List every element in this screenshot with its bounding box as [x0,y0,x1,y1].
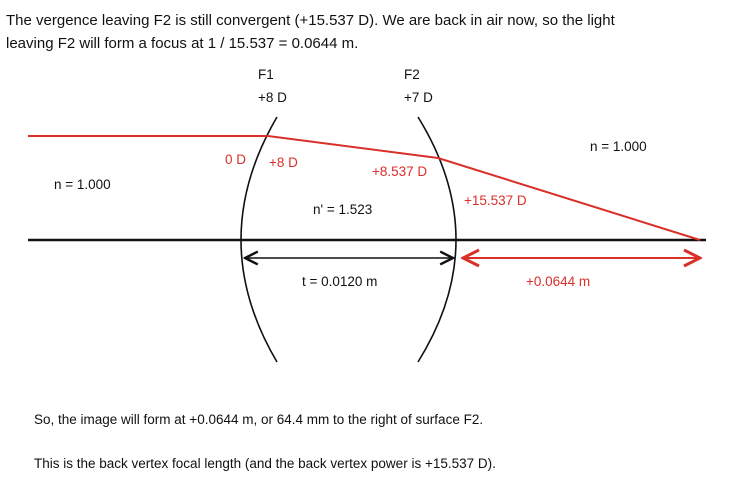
index-left: n = 1.000 [54,177,111,192]
conclusion-line-1: So, the image will form at +0.0644 m, or… [34,412,484,427]
vergence-incident: 0 D [225,152,247,167]
f2-label: F2 [404,67,420,82]
surface-f1-curve [240,116,278,363]
f1-label: F1 [258,67,274,82]
conclusion-line-2: This is the back vertex focal length (an… [34,456,496,471]
intro-line-1: The vergence leaving F2 is still converg… [6,12,615,29]
f2-power: +7 D [404,90,433,105]
index-right: n = 1.000 [590,139,647,154]
surface-f2-curve [417,116,457,363]
f1-power: +8 D [258,90,287,105]
light-ray [28,135,701,241]
vergence-after-f2: +15.537 D [464,193,527,208]
intro-line-2: leaving F2 will form a focus at 1 / 15.5… [6,35,359,52]
index-lens: n' = 1.523 [313,202,373,217]
vergence-at-f2: +8.537 D [372,164,428,179]
thickness-label: t = 0.0120 m [302,274,378,289]
vergence-after-f1: +8 D [269,155,298,170]
back-vertex-distance-label: +0.0644 m [526,274,591,289]
